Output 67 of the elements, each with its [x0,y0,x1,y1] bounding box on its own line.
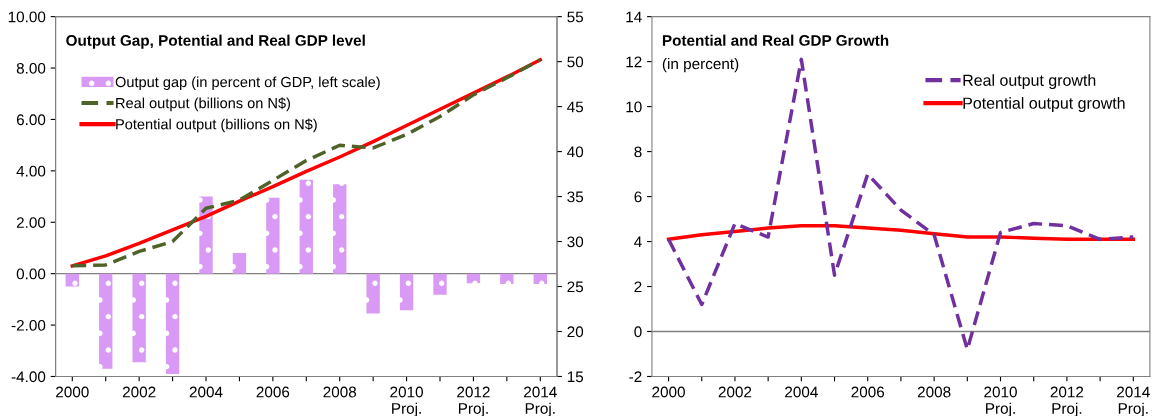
y2-tick-label: 30 [567,236,584,248]
bar [533,273,547,284]
y-tick-label: 8 [634,146,642,158]
y2-tick-label: 55 [567,11,584,23]
bar [366,273,380,314]
y2-tick-label: 15 [567,371,584,383]
x-tick-label: 2004 [189,386,223,398]
line-series [70,58,543,268]
bar [199,196,213,274]
legend-label: Potential output (billions on N$) [116,118,317,133]
text: (in percent) [662,58,739,73]
bar [99,273,113,369]
bar [65,273,79,287]
text: Potential and Real GDP Growth [662,34,889,46]
y2-tick-label: 20 [567,326,584,338]
y-tick-label: 10.00 [8,11,46,23]
y-tick-label: 0.00 [16,268,46,280]
y-tick-label: -2 [629,371,642,383]
y-tick-label: -2.00 [11,319,46,331]
legend-label: Real output growth [963,74,1096,90]
y-tick-label: 14 [626,11,642,23]
legend-label: Potential output growth [963,97,1125,112]
x-tick-label: 2014 Proj. [524,386,557,416]
y2-tick-label: 40 [567,146,584,158]
y-tick-label: 6.00 [16,114,46,126]
y-tick-label: 12 [626,56,642,68]
x-tick-label: 2002 [718,386,752,398]
x-tick-label: 2008 [323,386,357,398]
bar [333,184,347,274]
bar [466,273,481,284]
x-tick-label: 2012 Proj. [457,386,490,416]
x-tick-label: 2012 Proj. [1050,386,1084,416]
bar [266,197,280,274]
y2-tick-label: 50 [567,56,584,68]
x-tick-label: 2006 [851,386,885,398]
y2-tick-label: 35 [567,191,584,203]
x-tick-label: 2004 [785,386,818,398]
x-tick-label: 2010 Proj. [984,386,1017,416]
legend-label: Real output (billions on N$) [116,97,291,112]
bar [399,273,414,311]
x-tick-label: 2000 [652,386,685,398]
y-tick-label: 4.00 [16,165,46,177]
y2-tick-label: 25 [567,281,584,293]
legend-label: Output gap (in percent of GDP, left scale) [115,76,380,91]
line-series [666,224,1136,242]
y-tick-label: 2 [634,281,642,293]
y-tick-label: -4.00 [11,371,46,383]
y2-tick-label: 45 [567,101,584,113]
bar [299,179,313,274]
bar [500,273,514,284]
y-tick-label: 10 [626,101,642,113]
y-tick-label: 2.00 [16,217,46,228]
text: Output Gap, Potential and Real GDP level [66,34,365,49]
bar [132,273,146,363]
bar [165,273,180,374]
x-tick-label: 2002 [122,386,156,398]
x-tick-label: 2006 [256,386,290,398]
y-tick-label: 0 [634,326,642,338]
x-tick-label: 2010 Proj. [390,386,423,416]
y-tick-label: 8.00 [16,62,46,74]
y-tick-label: 4 [634,236,642,248]
x-tick-label: 2000 [56,386,89,398]
x-tick-label: 2014 Proj. [1117,386,1150,416]
x-tick-label: 2008 [917,386,951,398]
bar [433,273,447,295]
bar [232,253,247,274]
y-tick-label: 6 [634,191,642,203]
